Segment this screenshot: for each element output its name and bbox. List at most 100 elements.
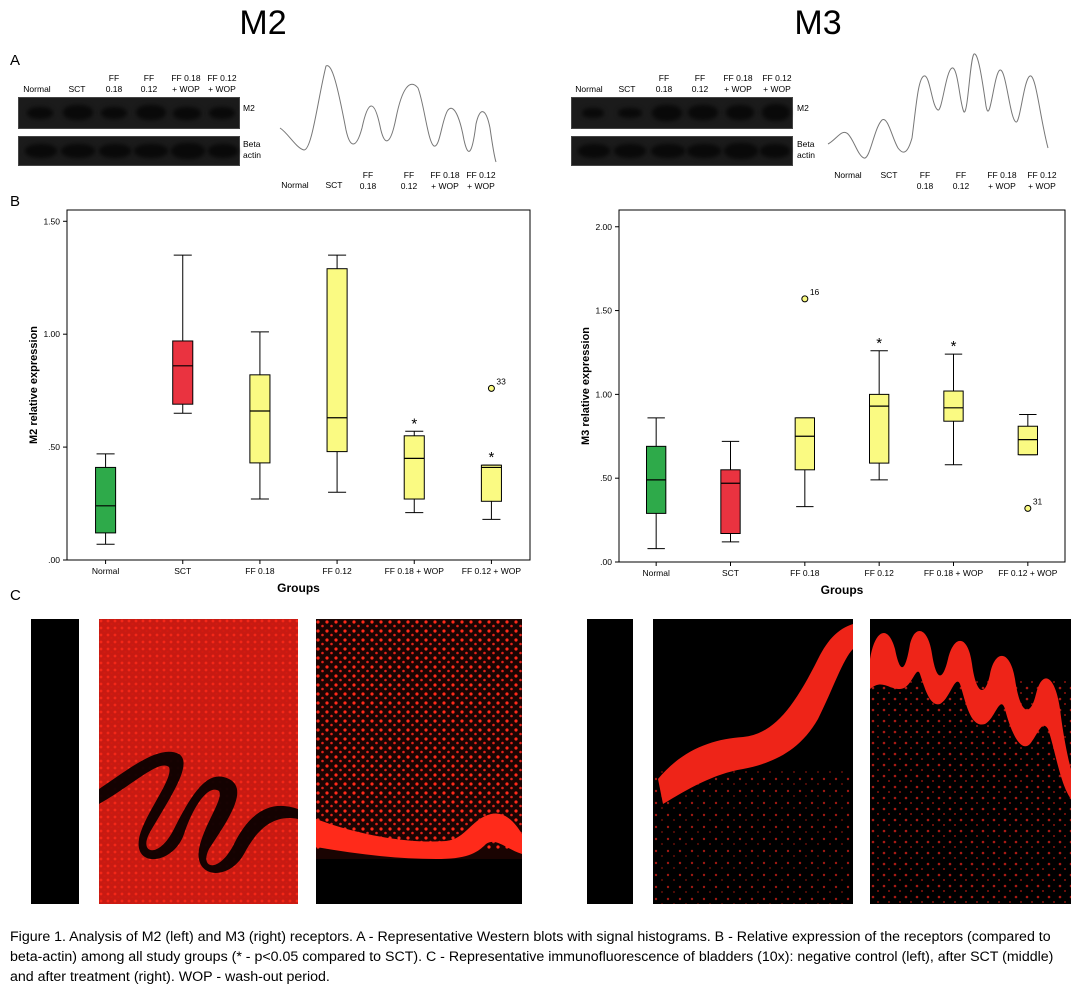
- panel-letter-b: B: [10, 193, 21, 210]
- box: [172, 340, 194, 405]
- micrograph-treatment-m3: [870, 619, 1071, 904]
- outlier-label: 31: [1033, 496, 1043, 506]
- y-axis-label: M2 relative expression: [28, 326, 40, 444]
- y-tick-label: .00: [48, 555, 60, 565]
- x-tick-label: FF 0.18: [790, 568, 820, 578]
- blot-label-beta-actin: Beta actin: [797, 139, 815, 160]
- tissue-fluorescence: [870, 619, 1071, 904]
- histogram-label: SCT: [325, 180, 343, 190]
- histogram-label: FF 0.12 + WOP: [1027, 170, 1057, 191]
- box: [95, 466, 117, 534]
- y-tick-label: .50: [600, 473, 612, 483]
- y-tick-label: .00: [600, 557, 612, 567]
- lane-label: FF 0.18: [105, 73, 123, 94]
- histogram-label: SCT: [880, 170, 898, 180]
- outlier-point: [1024, 504, 1032, 512]
- m3-boxplot-chart: .00 .50 1.00 1.50 2.00 Normal SCT FF 0.18 FF 0.1…: [580, 209, 1066, 597]
- outlier-label: 16: [810, 287, 820, 297]
- significance-star: *: [411, 415, 417, 432]
- lane-label: FF 0.12 + WOP: [762, 73, 792, 94]
- blot-label-m3: M2: [797, 103, 809, 113]
- box: [943, 390, 964, 422]
- panel-letter-c: C: [10, 587, 21, 604]
- x-tick-label: FF 0.18: [245, 566, 275, 576]
- box: [794, 417, 815, 471]
- micrograph-negative-control-m3: [587, 619, 633, 904]
- micrograph-sct-m3: [653, 619, 853, 904]
- histogram-label: FF 0.18: [359, 170, 377, 191]
- panel-letter-a: A: [10, 52, 21, 69]
- m2-boxplot-chart: .00 .50 1.00 1.50 Normal SCT FF 0.18 FF 0.12 FF …: [28, 209, 531, 595]
- m2-title: M2: [239, 4, 287, 42]
- significance-star: *: [951, 338, 957, 355]
- x-tick-label: SCT: [722, 568, 739, 578]
- lane-label: SCT: [68, 84, 86, 94]
- histogram-label: FF 0.12: [400, 170, 418, 191]
- micrograph-treatment-m2: [316, 619, 522, 904]
- x-tick-label: SCT: [174, 566, 191, 576]
- histogram-label: Normal: [281, 180, 309, 190]
- box: [720, 469, 741, 535]
- y-tick-label: 1.00: [595, 389, 612, 399]
- tissue-fluorescence: [316, 619, 522, 904]
- m3-title: M3: [794, 4, 842, 42]
- blot-label-beta-actin: Beta actin: [243, 139, 261, 160]
- x-tick-label: FF 0.12: [865, 568, 895, 578]
- lane-label: Normal: [575, 84, 603, 94]
- tissue-fluorescence: [99, 619, 298, 904]
- lane-label: SCT: [618, 84, 636, 94]
- lane-label: Normal: [23, 84, 51, 94]
- box: [869, 393, 890, 464]
- outlier-point: [801, 295, 809, 303]
- y-tick-label: 1.00: [43, 329, 60, 339]
- plot-frame: [618, 209, 1066, 563]
- x-axis-label: Groups: [821, 583, 864, 597]
- x-axis-label: Groups: [277, 581, 320, 595]
- histogram-label: FF 0.12: [952, 170, 970, 191]
- histogram-label: FF 0.18: [916, 170, 934, 191]
- y-tick-label: 2.00: [595, 222, 612, 232]
- m3-blot-strip: [571, 97, 793, 129]
- x-tick-label: FF 0.12: [322, 566, 352, 576]
- x-tick-label: FF 0.18 + WOP: [924, 568, 984, 578]
- figure-caption: Figure 1. Analysis of M2 (left) and M3 (…: [10, 929, 1054, 985]
- plot-frame: [66, 209, 531, 561]
- micrograph-negative-control-m2: [31, 619, 79, 904]
- x-tick-label: FF 0.12 + WOP: [462, 566, 522, 576]
- y-tick-label: 1.50: [595, 306, 612, 316]
- x-tick-label: Normal: [642, 568, 670, 578]
- y-tick-label: 1.50: [43, 216, 60, 226]
- histogram-label: FF 0.18 + WOP: [987, 170, 1017, 191]
- m2-signal-histogram: [279, 65, 497, 163]
- m2-blot-strip: [18, 97, 240, 129]
- box: [403, 435, 425, 500]
- lane-label: FF 0.12 + WOP: [207, 73, 237, 94]
- lane-label: FF 0.18 + WOP: [171, 73, 201, 94]
- tissue-fluorescence: [653, 619, 853, 904]
- x-tick-label: Normal: [92, 566, 120, 576]
- histogram-label: Normal: [834, 170, 862, 180]
- lane-label: FF 0.18 + WOP: [723, 73, 753, 94]
- box: [326, 268, 348, 453]
- significance-star: *: [876, 335, 882, 352]
- m3-beta-actin-strip: [571, 136, 793, 166]
- m2-beta-actin-strip: [18, 136, 240, 166]
- x-tick-label: FF 0.18 + WOP: [385, 566, 445, 576]
- m3-signal-histogram: [827, 53, 1049, 159]
- box: [249, 374, 271, 464]
- box: [480, 464, 502, 502]
- x-tick-label: FF 0.12 + WOP: [998, 568, 1058, 578]
- outlier-point: [487, 384, 495, 392]
- histogram-label: FF 0.18 + WOP: [430, 170, 460, 191]
- y-tick-label: .50: [48, 442, 60, 452]
- y-axis-label: M3 relative expression: [580, 327, 592, 445]
- micrograph-sct-m2: [99, 619, 298, 904]
- histogram-label: FF 0.12 + WOP: [466, 170, 496, 191]
- lane-label: FF 0.12: [140, 73, 158, 94]
- blot-label-m2: M2: [243, 103, 255, 113]
- lane-label: FF 0.18: [655, 73, 673, 94]
- box: [1017, 425, 1038, 456]
- significance-star: *: [488, 449, 494, 466]
- outlier-label: 33: [496, 376, 506, 386]
- lane-label: FF 0.12: [691, 73, 709, 94]
